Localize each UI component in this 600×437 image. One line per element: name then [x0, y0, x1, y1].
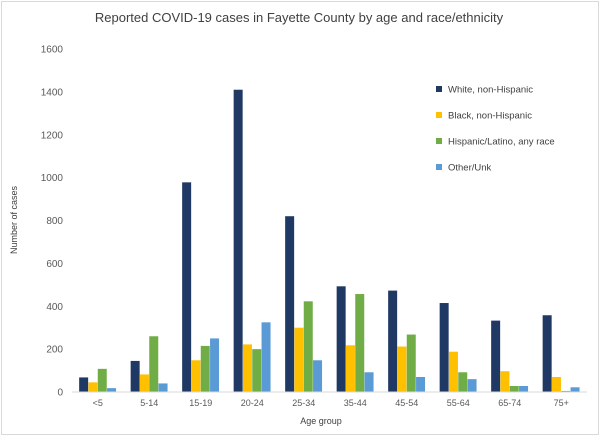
bar [313, 360, 323, 392]
bar [252, 349, 262, 393]
legend-swatch [436, 112, 442, 118]
legend-swatch [436, 164, 442, 170]
bar [458, 372, 468, 392]
bar [388, 290, 398, 392]
x-tick-label: 55-64 [447, 398, 470, 408]
bar [542, 315, 552, 392]
bar [406, 334, 416, 392]
legend-swatch [436, 138, 442, 144]
bar [397, 346, 407, 392]
bar [79, 377, 89, 392]
y-axis: 0 200 400 600 800 1000 1200 1400 1600 [41, 45, 64, 399]
bar [200, 345, 210, 392]
bar [364, 372, 374, 392]
bar [191, 360, 201, 392]
bar [491, 320, 501, 392]
x-tick-label: 15-19 [189, 398, 212, 408]
y-tick-label: 400 [46, 302, 63, 313]
plot-area [79, 89, 580, 393]
x-tick-label: 75+ [554, 398, 569, 408]
x-tick-label: 25-34 [292, 398, 315, 408]
y-axis-title: Number of cases [9, 185, 19, 254]
bar [182, 182, 192, 392]
y-tick-label: 1600 [41, 45, 64, 56]
bar [467, 379, 477, 392]
bar [336, 286, 346, 392]
bar [551, 376, 561, 392]
bar [519, 386, 529, 392]
y-tick-label: 0 [57, 388, 63, 399]
bar [500, 371, 510, 392]
bar [439, 303, 449, 392]
y-tick-label: 200 [46, 345, 63, 356]
x-tick-label: 45-54 [395, 398, 418, 408]
bar [149, 336, 159, 392]
bar [303, 301, 313, 392]
bar [261, 322, 271, 392]
x-axis-title: Age group [300, 416, 342, 426]
bar [448, 351, 458, 392]
y-tick-label: 1000 [41, 173, 64, 184]
y-tick-label: 600 [46, 259, 63, 270]
bar [561, 390, 571, 392]
x-tick-label: <5 [93, 398, 103, 408]
bar [97, 368, 107, 392]
legend-swatch [436, 86, 442, 92]
legend-label: Black, non-Hispanic [448, 111, 532, 122]
x-tick-label: 35-44 [344, 398, 367, 408]
bar [416, 376, 426, 392]
bar [139, 374, 149, 392]
legend-label: Other/Unk [448, 163, 492, 174]
bar [345, 345, 355, 392]
bar [285, 216, 295, 392]
bar [88, 382, 98, 392]
bar [130, 360, 140, 392]
bar [570, 387, 580, 392]
bar [294, 327, 304, 392]
legend-label: White, non-Hispanic [448, 85, 533, 96]
y-tick-label: 1400 [41, 87, 64, 98]
y-tick-label: 1200 [41, 130, 64, 141]
bar [158, 383, 168, 392]
bar [242, 344, 252, 392]
x-tick-label: 65-74 [498, 398, 521, 408]
bar [210, 338, 220, 392]
legend: White, non-Hispanic Black, non-Hispanic Hi… [436, 85, 555, 174]
x-tick-label: 5-14 [140, 398, 158, 408]
bar [509, 386, 519, 392]
chart-title: Reported COVID-19 cases in Fayette Count… [95, 10, 504, 25]
legend-label: Hispanic/Latino, any race [448, 137, 555, 148]
bar [355, 294, 365, 392]
x-tick-label: 20-24 [241, 398, 264, 408]
bar [233, 89, 243, 392]
y-tick-label: 800 [46, 216, 63, 227]
x-axis: <5 5-14 15-19 20-24 25-34 35-44 45-54 55-64 65-7… [93, 398, 569, 408]
bar [107, 388, 117, 392]
